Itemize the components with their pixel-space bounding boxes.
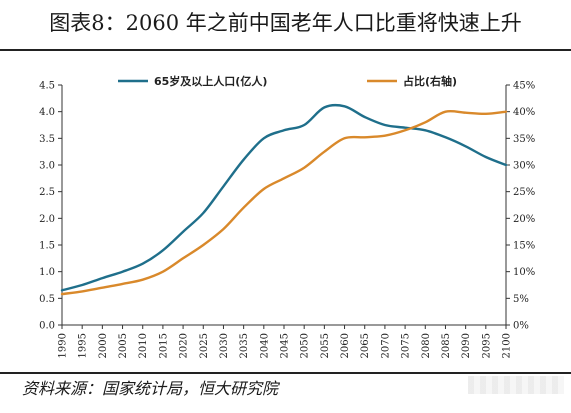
legend-layer: 65岁及以上人口(亿人) 占比(右轴): [118, 74, 457, 88]
y-tick-label-right: 45%: [513, 81, 535, 92]
y-tick-label-left: 2.0: [39, 214, 55, 225]
y-tick-label-left: 1.0: [39, 267, 55, 278]
y-tick-label-left: 0.5: [39, 294, 55, 305]
x-tick-label: 2045: [280, 333, 291, 358]
x-tick-label: 2060: [340, 333, 351, 358]
legend-label-1: 65岁及以上人口(亿人): [154, 74, 267, 88]
y-tick-label-left: 3.0: [39, 161, 55, 172]
x-tick-label: 2040: [259, 333, 270, 358]
x-tick-label: 1995: [78, 333, 89, 358]
source-divider: [0, 372, 571, 374]
x-tick-label: 2010: [138, 333, 149, 358]
x-tick-label: 2065: [360, 333, 371, 358]
y-tick-label-left: 1.5: [39, 241, 55, 252]
axes-layer: 0.0 0.5 1.0 1.5 2.0 2.5 3.0 3.5 4.0 4.5 0% 5% 10% 15%…: [39, 81, 535, 359]
y-tick-label-right: 40%: [513, 107, 535, 118]
x-tick-label: 2050: [300, 333, 311, 358]
x-tick-label: 2015: [158, 333, 169, 358]
y-tick-label-right: 30%: [513, 161, 535, 172]
y-tick-label-left: 4.0: [39, 107, 55, 118]
source-note: 资料来源：国家统计局，恒大研究院: [22, 379, 279, 398]
x-tick-label: 2000: [98, 333, 109, 358]
x-tick-label: 2055: [320, 333, 331, 358]
x-tick-label: 2020: [179, 333, 190, 358]
x-tick-label: 2030: [219, 333, 230, 358]
x-tick-label: 2095: [481, 333, 492, 358]
x-tick-label: 2025: [199, 333, 210, 358]
y-tick-label-right: 10%: [513, 267, 535, 278]
x-tick-label: 2075: [401, 333, 412, 358]
y-tick-label-left: 3.5: [39, 134, 55, 145]
y-tick-label-right: 25%: [513, 187, 535, 198]
watermark: [468, 376, 564, 394]
x-tick-label: 2085: [441, 333, 452, 358]
x-tick-label: 2005: [118, 333, 129, 358]
x-tick-label: 2100: [502, 333, 513, 358]
y-tick-label-left: 4.5: [39, 81, 55, 92]
title-divider: [0, 49, 571, 51]
x-tick-label: 2090: [461, 333, 472, 358]
series-line-2: [60, 109, 508, 296]
y-tick-label-left: 2.5: [39, 187, 55, 198]
y-tick-label-left: 0.0: [39, 321, 55, 332]
series-layer: [60, 103, 508, 296]
x-tick-label: 2035: [239, 333, 250, 358]
x-tick-label: 1990: [58, 333, 69, 358]
y-tick-label-right: 20%: [513, 214, 535, 225]
x-tick-label: 2070: [380, 333, 391, 358]
legend-label-2: 占比(右轴): [403, 74, 457, 88]
y-tick-label-right: 15%: [513, 241, 535, 252]
chart-title: 图表8：2060 年之前中国老年人口比重将快速上升: [49, 11, 522, 35]
y-tick-label-right: 0%: [513, 321, 529, 332]
y-tick-label-right: 35%: [513, 134, 535, 145]
y-tick-label-right: 5%: [513, 294, 529, 305]
series-line-1: [60, 103, 508, 292]
x-tick-label: 2080: [421, 333, 432, 358]
